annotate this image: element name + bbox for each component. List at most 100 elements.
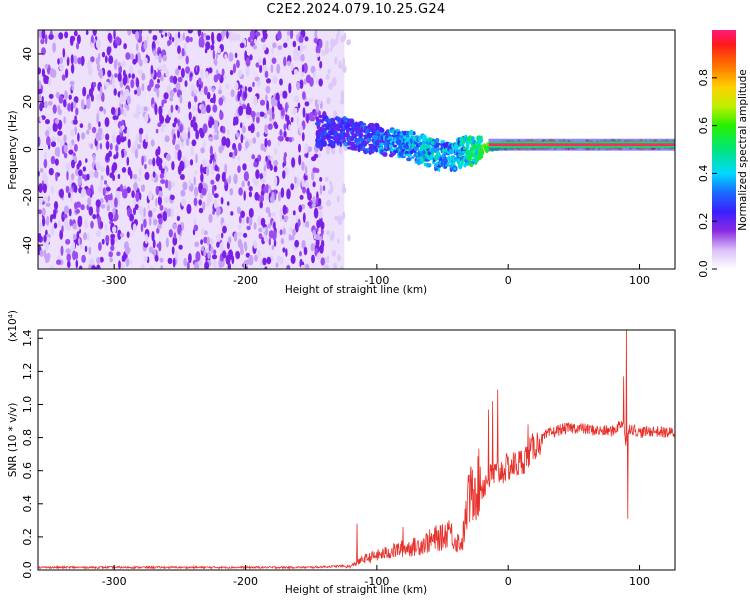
signal-blob xyxy=(461,150,467,154)
noise-speckle xyxy=(65,68,69,79)
noise-speckle xyxy=(292,210,296,216)
noise-speckle xyxy=(331,250,336,257)
noise-speckle xyxy=(245,252,250,258)
noise-speckle xyxy=(222,225,227,234)
colorbar: 0.0 0.2 0.4 0.6 0.8 Normalized spectral ampl… xyxy=(697,30,749,278)
snr-x-axis-label: Height of straight line (km) xyxy=(285,584,427,596)
noise-speckle xyxy=(285,167,289,176)
noise-speckle xyxy=(301,132,305,142)
noise-speckle xyxy=(278,191,281,202)
noise-speckle xyxy=(219,241,224,253)
noise-speckle xyxy=(109,143,113,151)
noise-speckle xyxy=(41,47,46,56)
noise-speckle xyxy=(160,264,164,269)
noise-speckle xyxy=(203,85,208,96)
noise-speckle xyxy=(285,102,288,113)
noise-speckle xyxy=(86,204,90,211)
noise-speckle xyxy=(290,254,296,264)
noise-speckle xyxy=(334,56,338,65)
noise-speckle xyxy=(81,99,85,110)
noise-speckle xyxy=(282,204,287,215)
noise-speckle xyxy=(155,197,158,207)
noise-speckle xyxy=(185,159,189,168)
noise-speckle xyxy=(75,168,79,176)
noise-speckle xyxy=(128,65,134,76)
noise-speckle xyxy=(61,211,66,222)
noise-speckle xyxy=(153,218,158,226)
noise-speckle xyxy=(73,184,78,193)
noise-speckle xyxy=(321,50,326,56)
noise-speckle xyxy=(216,32,222,42)
noise-speckle xyxy=(63,116,66,124)
noise-speckle xyxy=(140,264,145,269)
noise-speckle xyxy=(223,75,227,80)
noise-speckle xyxy=(304,101,310,107)
noise-speckle xyxy=(70,54,74,65)
noise-speckle xyxy=(231,255,235,265)
noise-speckle xyxy=(95,230,101,237)
noise-speckle xyxy=(332,149,336,155)
noise-speckle xyxy=(302,45,307,50)
noise-speckle xyxy=(316,52,320,58)
noise-speckle xyxy=(248,186,253,192)
noise-speckle xyxy=(309,111,314,117)
noise-speckle xyxy=(271,97,276,107)
noise-speckle xyxy=(285,113,288,122)
noise-speckle xyxy=(41,68,46,77)
noise-speckle xyxy=(121,60,126,67)
noise-speckle xyxy=(201,31,204,42)
colorbar-tick-label: 0.8 xyxy=(697,69,710,87)
noise-speckle xyxy=(200,172,204,183)
noise-speckle xyxy=(279,78,283,86)
noise-speckle xyxy=(315,116,320,124)
noise-speckle xyxy=(312,229,317,236)
noise-speckle xyxy=(75,259,79,269)
noise-speckle xyxy=(200,239,204,245)
noise-speckle xyxy=(63,99,67,108)
noise-speckle xyxy=(189,36,193,43)
noise-speckle xyxy=(235,132,240,138)
noise-speckle xyxy=(326,255,330,264)
noise-speckle xyxy=(273,165,278,173)
noise-speckle xyxy=(285,248,288,257)
noise-speckle xyxy=(319,177,323,182)
noise-speckle xyxy=(152,157,156,167)
noise-speckle xyxy=(261,227,266,233)
noise-speckle xyxy=(125,246,131,255)
noise-speckle xyxy=(342,182,346,191)
noise-speckle xyxy=(264,138,268,148)
noise-speckle xyxy=(161,99,164,108)
noise-speckle xyxy=(200,164,203,175)
noise-speckle xyxy=(182,155,187,162)
signal-blob xyxy=(462,147,468,150)
noise-speckle xyxy=(313,71,317,79)
noise-speckle xyxy=(286,188,291,200)
chart-title: C2E2.2024.079.10.25.G24 xyxy=(266,2,446,17)
noise-speckle xyxy=(247,106,252,116)
noise-speckle xyxy=(265,94,268,103)
signal-blob xyxy=(453,167,457,171)
noise-speckle xyxy=(222,126,226,134)
noise-speckle xyxy=(273,239,277,247)
noise-speckle xyxy=(53,222,58,229)
noise-speckle xyxy=(301,64,305,73)
y-tick-label: 1.4 xyxy=(21,330,34,348)
noise-speckle xyxy=(298,154,302,166)
noise-speckle xyxy=(306,113,309,124)
noise-speckle xyxy=(187,30,193,34)
noise-speckle xyxy=(76,201,81,208)
noise-speckle xyxy=(250,123,255,134)
noise-speckle xyxy=(233,116,237,124)
noise-speckle xyxy=(188,253,192,264)
noise-speckle xyxy=(269,108,273,117)
noise-speckle xyxy=(156,70,162,78)
noise-speckle xyxy=(154,254,159,262)
noise-speckle xyxy=(171,161,175,171)
noise-speckle xyxy=(224,54,227,60)
noise-speckle xyxy=(264,124,268,135)
noise-speckle xyxy=(299,124,303,134)
noise-speckle xyxy=(80,204,85,211)
noise-speckle xyxy=(240,122,243,129)
noise-speckle xyxy=(110,199,116,209)
noise-speckle xyxy=(76,226,80,232)
